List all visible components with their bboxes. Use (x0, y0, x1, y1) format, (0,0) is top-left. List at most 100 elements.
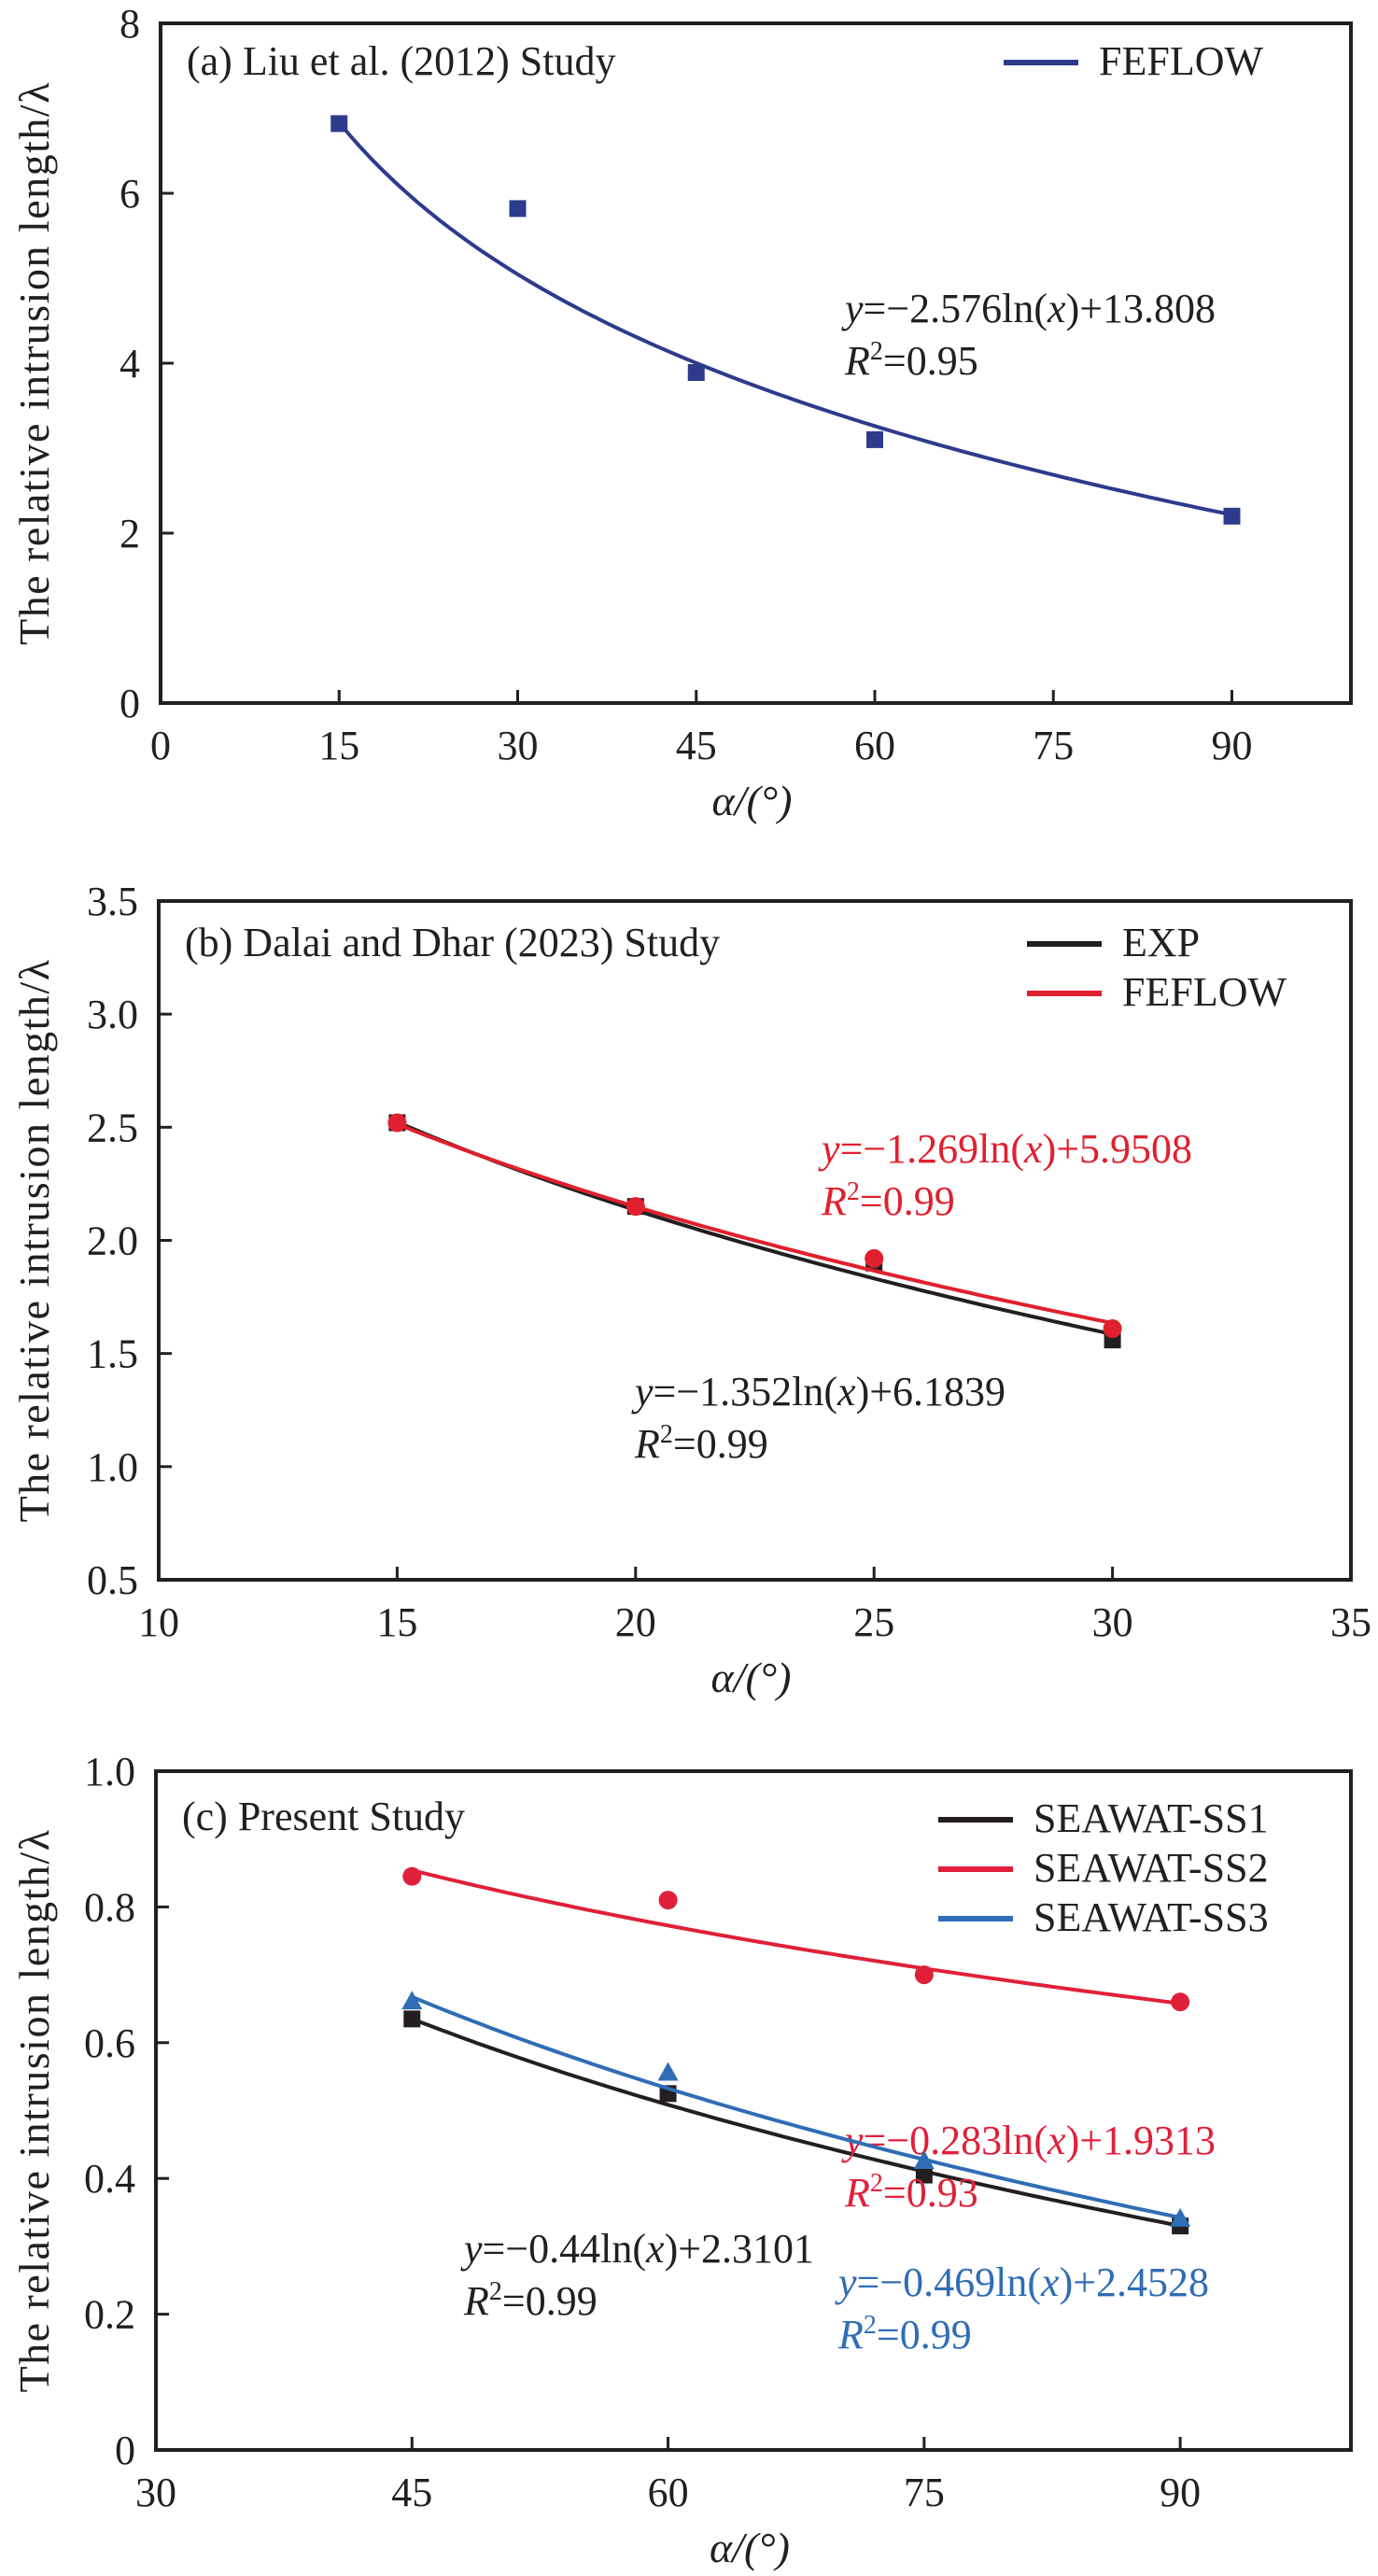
x-axis-title: α/(°) (710, 2524, 790, 2571)
r-squared-text: R2=0.95 (844, 337, 978, 384)
y-axis-title: The relative intrusion length/λ (10, 81, 58, 645)
r-squared-value: =0.99 (877, 2312, 972, 2358)
y-tick-label: 2.5 (87, 1105, 138, 1150)
x-tick-label: 25 (853, 1599, 894, 1645)
y-tick-label: 2 (120, 511, 140, 556)
x-tick-label: 90 (1212, 723, 1253, 768)
data-point (1223, 507, 1241, 525)
equation-tail: )+2.3101 (665, 2226, 814, 2272)
fit-curve (396, 1122, 1113, 1325)
series-feflow: FEFLOW y=−2.576ln(x)+13.808 R2=0.95 (330, 38, 1263, 525)
data-point (914, 1965, 934, 1985)
series-seawat-ss2: SEAWAT-SS2 y=−0.283ln(x)+1.9313 R2=0.93 (402, 1845, 1269, 2216)
data-point (1170, 2207, 1191, 2227)
data-point (865, 1248, 884, 1268)
fit-curve (411, 1994, 1181, 2220)
legend-label: SEAWAT-SS3 (1034, 1894, 1269, 1940)
r-squared-sup: 2 (870, 2169, 883, 2198)
data-point (915, 2166, 933, 2184)
equation-tail: )+13.808 (1066, 286, 1216, 331)
chart-panel-b: 10 15 20 25 30 35 0.5 1.0 1.5 2.0 2.5 3.0 3.5 α/(°) Th… (10, 879, 1371, 1701)
x-axis-title: α/(°) (711, 1654, 792, 1701)
y-tick-label: 0.4 (84, 2156, 135, 2202)
r-squared-label: R (844, 338, 870, 384)
legend-label: EXP (1122, 920, 1200, 965)
r-squared-text: R2=0.99 (821, 1177, 955, 1224)
r-squared-label: R (463, 2278, 489, 2324)
r-squared-sup: 2 (864, 2311, 877, 2340)
r-squared-label: R (634, 1421, 660, 1467)
equation-body: =−2.576ln( (864, 286, 1048, 331)
y-tick-label: 0.8 (84, 1884, 135, 1930)
data-point (401, 1991, 423, 2010)
equation-tail: )+6.1839 (856, 1369, 1005, 1415)
y-tick-label: 0.6 (84, 2020, 135, 2066)
data-point (387, 1113, 407, 1133)
y-tick-label: 0.5 (87, 1557, 138, 1603)
y-tick-label: 4 (120, 341, 140, 387)
equation-y: y (835, 2259, 857, 2305)
series-feflow: FEFLOW y=−1.269ln(x)+5.9508 R2=0.99 (387, 969, 1287, 1339)
data-point (402, 1866, 422, 1886)
y-tick-label: 1.0 (87, 1444, 138, 1490)
y-axis-title: The relative intrusion length/λ (10, 1828, 58, 2392)
r-squared-value: =0.99 (860, 1178, 955, 1224)
plot-frame (154, 1769, 1353, 2452)
equation-x: x (1040, 2259, 1060, 2305)
equation-x: x (1023, 1126, 1043, 1172)
r-squared-sup: 2 (660, 1420, 673, 1449)
r-squared-text: R2=0.99 (463, 2277, 598, 2324)
r-squared-value: =0.93 (883, 2170, 978, 2216)
equation-text: y=−0.469ln(x)+2.4528 (835, 2259, 1209, 2305)
r-squared-label: R (821, 1178, 847, 1224)
y-tick-label: 3.0 (87, 992, 138, 1037)
y-axis-title: The relative intrusion length/λ (10, 958, 58, 1522)
chart-panel-c: 30 45 60 75 90 0 0.2 0.4 0.6 0.8 1.0 α/(°) The relat… (10, 1749, 1353, 2571)
x-tick-label: 35 (1330, 1599, 1371, 1645)
equation-body: =−0.44ln( (483, 2226, 647, 2272)
chart-panel-a: 0 15 30 45 60 75 90 0 2 4 6 8 α/(°) The relative intr… (10, 1, 1353, 824)
r-squared-sup: 2 (870, 337, 883, 366)
y-tick-label: 8 (120, 1, 140, 47)
equation-tail: )+1.9313 (1066, 2118, 1216, 2163)
y-tick-label: 1.0 (84, 1749, 135, 1795)
r-squared-sup: 2 (847, 1177, 860, 1206)
y-tick-label: 1.5 (87, 1331, 138, 1377)
r-squared-sup: 2 (489, 2277, 502, 2306)
data-point (1171, 1992, 1190, 2012)
r-squared-text: R2=0.99 (837, 2311, 972, 2358)
equation-text: y=−1.269ln(x)+5.9508 (818, 1126, 1192, 1172)
equation-text: y=−2.576ln(x)+13.808 (841, 286, 1216, 331)
x-tick-label: 30 (1092, 1599, 1133, 1645)
equation-body: =−1.352ln( (654, 1369, 838, 1415)
panel-title: (a) Liu et al. (2012) Study (187, 38, 615, 84)
data-point (1103, 1319, 1122, 1339)
x-tick-label: 30 (135, 2470, 176, 2515)
equation-body: =−1.269ln( (840, 1126, 1025, 1172)
y-tick-label: 0 (115, 2428, 135, 2473)
y-tick-label: 0 (120, 681, 140, 726)
data-point (687, 364, 705, 382)
fit-curve (411, 1868, 1181, 2006)
data-point (509, 200, 527, 218)
x-tick-label: 60 (648, 2470, 689, 2515)
panel-title: (c) Present Study (182, 1794, 465, 1839)
x-tick-label: 30 (498, 723, 539, 768)
equation-x: x (1047, 2118, 1066, 2163)
x-tick-label: 60 (854, 723, 895, 768)
equation-tail: )+2.4528 (1060, 2259, 1209, 2305)
x-tick-label: 75 (1033, 723, 1074, 768)
data-point (626, 1197, 645, 1217)
r-squared-label: R (844, 2170, 870, 2216)
fit-curve (411, 2017, 1181, 2228)
r-squared-value: =0.99 (673, 1421, 768, 1467)
x-tick-label: 20 (615, 1599, 656, 1645)
x-tick-label: 45 (391, 2470, 432, 2515)
panel-title: (b) Dalai and Dhar (2023) Study (185, 920, 720, 965)
x-tick-label: 15 (318, 723, 359, 768)
x-tick-label: 75 (904, 2470, 945, 2515)
equation-tail: )+5.9508 (1043, 1126, 1192, 1172)
